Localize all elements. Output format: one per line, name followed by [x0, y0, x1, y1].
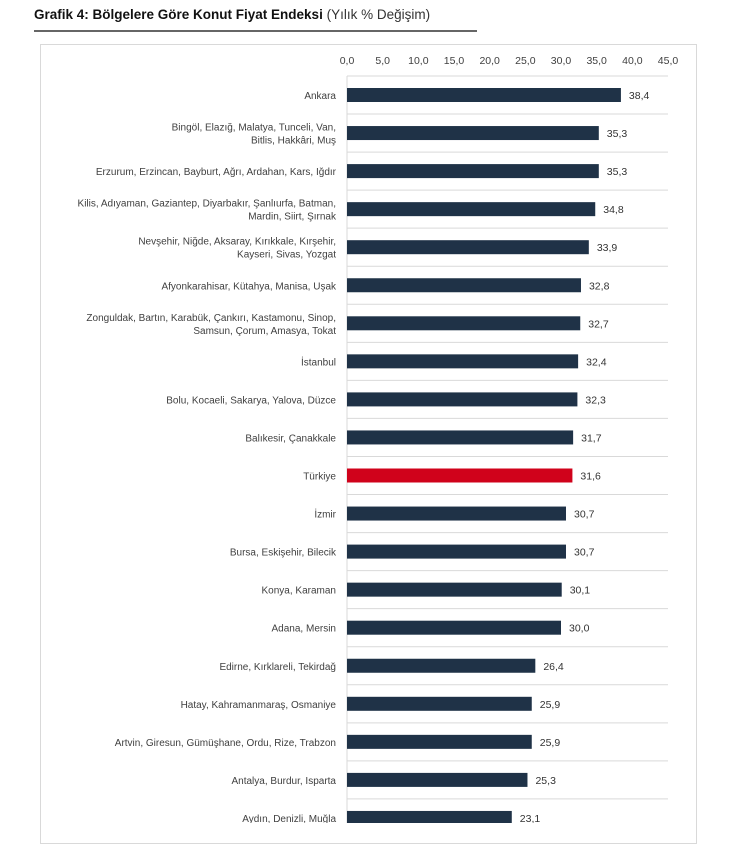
bar [347, 810, 512, 823]
bar-chart: 0,0 5,0 10,0 15,0 20,0 25,0 30,0 35,0 40,0 45,0 38… [78, 55, 679, 823]
data-label: 32,3 [585, 394, 606, 406]
category-label: Antalya, Burdur, Isparta [231, 776, 336, 787]
bar [347, 544, 566, 559]
data-label: 30,7 [574, 509, 595, 521]
bar [347, 88, 621, 102]
category-label: Nevşehir, Niğde, Aksaray, Kırıkkale, Kır… [138, 237, 336, 248]
data-label: 23,1 [520, 813, 541, 823]
data-label: 33,9 [597, 242, 618, 254]
x-tick-label: 5,0 [375, 55, 390, 67]
bar [347, 658, 536, 673]
data-label: 38,4 [629, 90, 650, 102]
bar [347, 734, 532, 749]
data-label: 25,9 [540, 699, 561, 711]
category-label: İstanbul [301, 355, 336, 368]
category-label: Aydın, Denizli, Muğla [242, 814, 336, 823]
category-label: Konya, Karaman [262, 586, 337, 597]
data-label: 34,8 [603, 204, 624, 216]
category-label: Bingöl, Elazığ, Malatya, Tunceli, Van, [172, 123, 336, 134]
x-tick-label: 15,0 [444, 55, 465, 67]
bar [347, 164, 599, 179]
category-label: Türkiye [303, 472, 336, 483]
data-label: 31,7 [581, 432, 602, 444]
bar [347, 240, 589, 255]
x-tick-label: 45,0 [658, 55, 679, 67]
bar [347, 582, 562, 597]
bar [347, 278, 581, 293]
category-label: Adana, Mersin [272, 624, 336, 635]
bar [347, 430, 574, 445]
data-label: 32,8 [589, 280, 610, 292]
bar [347, 772, 528, 787]
category-label: Zonguldak, Bartın, Karabük, Çankırı, Kas… [86, 313, 336, 324]
bar [347, 354, 579, 369]
data-label: 25,9 [540, 737, 561, 749]
data-label: 26,4 [543, 661, 564, 673]
category-label: Artvin, Giresun, Gümüşhane, Ordu, Rize, … [115, 738, 336, 749]
bar [347, 316, 581, 331]
category-label: İzmir [314, 508, 336, 521]
category-label: Bitlis, Hakkâri, Muş [251, 136, 336, 147]
bar [347, 202, 596, 217]
bar [347, 506, 566, 521]
x-tick-label: 40,0 [622, 55, 643, 67]
title-underline [34, 30, 477, 32]
data-label: 25,3 [535, 775, 556, 787]
x-tick-label: 25,0 [515, 55, 536, 67]
bar [347, 696, 532, 711]
x-tick-label: 10,0 [408, 55, 429, 67]
chart-title-sub: (Yılık % Değişim) [326, 7, 431, 22]
data-label: 35,3 [607, 128, 628, 140]
data-label: 31,6 [580, 471, 601, 483]
category-label: Kilis, Adıyaman, Gaziantep, Diyarbakır, … [78, 199, 336, 210]
x-tick-label: 0,0 [340, 55, 355, 67]
x-tick-label: 20,0 [479, 55, 500, 67]
category-label: Erzurum, Erzincan, Bayburt, Ağrı, Ardaha… [96, 167, 337, 178]
category-label: Mardin, Siirt, Şırnak [248, 212, 337, 223]
x-tick-label: 30,0 [551, 55, 572, 67]
x-tick-label: 35,0 [586, 55, 607, 67]
data-label: 30,1 [570, 585, 591, 597]
category-label: Kayseri, Sivas, Yozgat [237, 250, 336, 261]
data-label: 30,7 [574, 547, 595, 559]
data-label: 32,4 [586, 356, 607, 368]
chart-title: Grafik 4: Bölgelere Göre Konut Fiyat End… [34, 7, 430, 22]
category-label: Bursa, Eskişehir, Bilecik [230, 548, 337, 559]
category-label: Ankara [304, 91, 336, 102]
chart-title-main: Grafik 4: Bölgelere Göre Konut Fiyat End… [34, 7, 323, 22]
data-label: 35,3 [607, 166, 628, 178]
category-label: Edirne, Kırklareli, Tekirdağ [219, 662, 336, 673]
bar [347, 468, 573, 483]
bar [347, 620, 561, 635]
category-label: Hatay, Kahramanmaraş, Osmaniye [181, 700, 337, 711]
bar [347, 392, 578, 407]
data-label: 30,0 [569, 623, 590, 635]
category-label: Afyonkarahisar, Kütahya, Manisa, Uşak [161, 281, 337, 292]
bar [347, 126, 599, 141]
category-label: Bolu, Kocaeli, Sakarya, Yalova, Düzce [166, 395, 336, 406]
category-label: Samsun, Çorum, Amasya, Tokat [193, 326, 336, 337]
data-label: 32,7 [588, 318, 609, 330]
category-label: Balıkesir, Çanakkale [245, 433, 336, 444]
